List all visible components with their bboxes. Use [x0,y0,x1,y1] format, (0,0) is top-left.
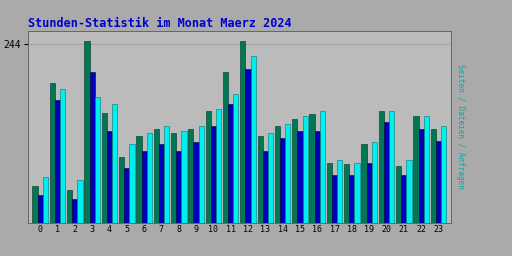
Bar [280,138,285,223]
Bar [263,151,268,223]
Bar [136,136,141,223]
Bar [372,142,377,223]
Bar [292,119,297,223]
Bar [436,141,441,223]
Y-axis label: Seiten / Dateien / Anfragen: Seiten / Dateien / Anfragen [456,64,465,189]
Bar [245,69,250,223]
Bar [141,151,147,223]
Bar [171,133,176,223]
Bar [107,131,112,223]
Bar [216,109,221,223]
Bar [418,129,424,223]
Bar [431,129,436,223]
Bar [147,133,152,223]
Bar [124,168,130,223]
Bar [95,97,100,223]
Bar [297,131,303,223]
Bar [250,56,256,223]
Bar [84,41,90,223]
Bar [361,144,367,223]
Bar [389,111,394,223]
Bar [275,126,280,223]
Bar [384,122,389,223]
Bar [233,94,239,223]
Bar [43,177,48,223]
Bar [154,129,159,223]
Bar [396,166,401,223]
Bar [240,41,245,223]
Bar [119,157,124,223]
Bar [50,83,55,223]
Text: Stunden-Statistik im Monat Maerz 2024: Stunden-Statistik im Monat Maerz 2024 [28,17,292,29]
Bar [223,72,228,223]
Bar [159,144,164,223]
Bar [327,163,332,223]
Bar [102,113,107,223]
Bar [349,175,354,223]
Bar [401,175,407,223]
Bar [176,151,181,223]
Bar [268,133,273,223]
Bar [441,126,446,223]
Bar [379,111,384,223]
Bar [72,199,77,223]
Bar [424,116,429,223]
Bar [228,104,233,223]
Bar [332,175,337,223]
Bar [38,195,43,223]
Bar [55,100,60,223]
Bar [164,126,169,223]
Bar [344,164,349,223]
Bar [67,190,72,223]
Bar [303,116,308,223]
Bar [90,72,95,223]
Bar [407,161,412,223]
Bar [181,131,186,223]
Bar [188,129,194,223]
Bar [354,163,359,223]
Bar [320,111,325,223]
Bar [367,163,372,223]
Bar [206,111,211,223]
Bar [112,104,117,223]
Bar [32,186,38,223]
Bar [309,114,315,223]
Bar [60,89,66,223]
Bar [77,180,83,223]
Bar [258,136,263,223]
Bar [199,126,204,223]
Bar [130,144,135,223]
Bar [413,116,418,223]
Bar [194,142,199,223]
Bar [315,131,320,223]
Bar [211,126,216,223]
Bar [337,161,343,223]
Bar [285,124,290,223]
